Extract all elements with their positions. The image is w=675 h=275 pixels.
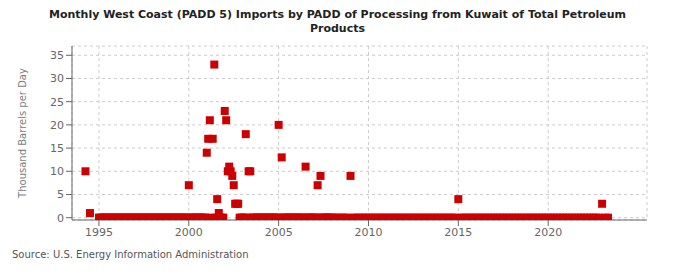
svg-text:10: 10 xyxy=(50,165,64,178)
svg-text:35: 35 xyxy=(50,49,64,62)
html-text:Products: Products xyxy=(310,22,365,35)
svg-text:2015: 2015 xyxy=(444,226,472,239)
svg-text:2005: 2005 xyxy=(265,226,293,239)
svg-text:1995: 1995 xyxy=(85,226,113,239)
svg-text:2020: 2020 xyxy=(534,226,562,239)
svg-text:30: 30 xyxy=(50,72,64,85)
svg-text:15: 15 xyxy=(50,142,64,155)
svg-text:Thousand Barrels per Day: Thousand Barrels per Day xyxy=(17,68,28,199)
svg-text:2000: 2000 xyxy=(175,226,203,239)
html-text:Monthly West Coast (PADD 5) Im: Monthly West Coast (PADD 5) Imports by P… xyxy=(49,8,626,21)
svg-text:5: 5 xyxy=(57,188,64,201)
svg-text:2010: 2010 xyxy=(354,226,382,239)
svg-text:0: 0 xyxy=(57,212,64,225)
svg-text:25: 25 xyxy=(50,96,64,109)
svg-text:20: 20 xyxy=(50,119,64,132)
html-text:Source: U.S. Energy Informatio: Source: U.S. Energy Information Administ… xyxy=(12,249,249,260)
